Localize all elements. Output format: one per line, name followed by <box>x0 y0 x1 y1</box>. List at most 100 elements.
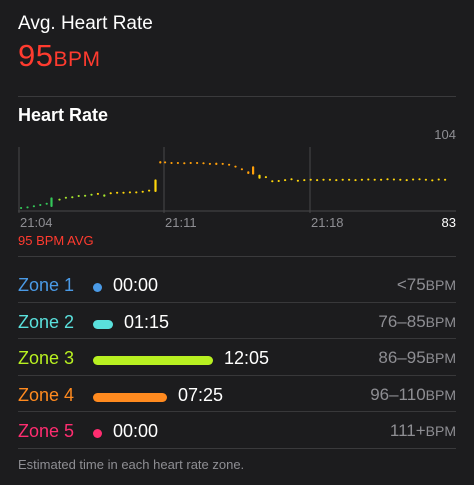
zone-row-5: Zone 5 00:00 111+BPM <box>18 413 456 449</box>
zone-row-3: Zone 3 12:05 86–95BPM <box>18 340 456 376</box>
heart-rate-bar <box>154 179 157 192</box>
heart-rate-bar <box>183 162 186 165</box>
heart-rate-bar <box>202 162 205 165</box>
zone-range-unit: BPM <box>425 423 456 440</box>
zone-range: <75BPM <box>397 275 456 295</box>
zone-row-1: Zone 1 00:00 <75BPM <box>18 267 456 303</box>
zone-dot <box>93 429 102 439</box>
zone-range-unit: BPM <box>425 313 456 330</box>
x-tick-label: 21:11 <box>165 215 197 230</box>
heart-rate-bar <box>77 195 80 197</box>
heart-rate-bar <box>264 176 267 179</box>
heart-rate-bar <box>228 163 231 166</box>
heart-rate-bar <box>386 178 389 181</box>
heart-rate-bar <box>26 206 29 209</box>
avg-note: 95 BPM AVG <box>18 233 94 248</box>
avg-heart-rate-unit: BPM <box>53 48 101 71</box>
zone-range-value: <75 <box>396 275 426 294</box>
heart-rate-bar <box>437 178 440 181</box>
zone-row-separator <box>18 411 456 413</box>
zone-range-value: 86–95 <box>378 348 426 368</box>
heart-rate-bar <box>303 179 306 182</box>
heart-rate-bar <box>444 178 447 181</box>
zone-range-value: 76–85 <box>378 311 426 331</box>
heart-rate-bar <box>135 191 138 194</box>
heart-rate-bar <box>240 168 243 171</box>
zone-time: 12:05 <box>224 348 270 369</box>
heart-rate-bar <box>399 178 402 181</box>
heart-rate-bar <box>296 179 299 182</box>
heart-rate-bar <box>271 180 274 183</box>
zone-time: 00:00 <box>113 421 159 442</box>
zone-range-unit: BPM <box>425 277 456 293</box>
heart-rate-bar <box>247 171 250 174</box>
heart-rate-bar <box>20 207 23 209</box>
heart-rate-bar <box>431 179 434 182</box>
heart-rate-bar <box>39 204 42 206</box>
heart-rate-chart: 21:04 21:11 21:18 104 83 <box>18 127 456 230</box>
heart-rate-bar <box>328 178 331 181</box>
heart-rate-bar <box>341 178 344 181</box>
heart-rate-bar <box>90 193 93 196</box>
heart-rate-bar <box>424 178 427 181</box>
heart-rate-bar <box>71 196 74 199</box>
heart-rate-bar <box>45 202 48 205</box>
heart-rate-bar <box>234 165 237 168</box>
heart-rate-bar <box>50 197 53 207</box>
zone-range-unit: BPM <box>425 350 456 367</box>
zones-bottom-divider <box>18 448 456 449</box>
heart-rate-bar <box>189 162 192 164</box>
heart-rate-bar <box>418 178 421 181</box>
heart-rate-bar <box>208 162 211 165</box>
heart-rate-bar <box>196 162 199 164</box>
heart-rate-bar <box>96 192 99 195</box>
heart-rate-bar <box>284 179 287 182</box>
zone-time: 00:00 <box>113 275 159 295</box>
heart-rate-bar <box>405 179 408 182</box>
zones-top-divider <box>18 256 456 257</box>
zone-time-bar <box>93 319 113 329</box>
zone-name: Zone 4 <box>18 384 75 405</box>
heart-rate-bar <box>277 180 280 182</box>
heart-rate-bar <box>348 178 351 181</box>
heart-rate-bar <box>252 166 255 175</box>
zone-range-value: 96–110 <box>370 384 426 404</box>
heart-rate-bar <box>58 198 61 201</box>
heart-rate-bar <box>122 191 125 194</box>
zone-range-unit: BPM <box>425 386 456 403</box>
zone-time: 01:15 <box>124 311 170 332</box>
heart-rate-bar <box>290 178 293 181</box>
zone-name: Zone 2 <box>18 311 75 332</box>
x-tick-label: 21:04 <box>20 215 53 230</box>
heart-rate-bar <box>128 191 131 194</box>
heart-rate-bar <box>103 194 106 197</box>
heart-rate-bar <box>335 179 338 182</box>
heart-rate-bar <box>221 162 224 165</box>
heart-rate-bar <box>176 162 179 164</box>
heart-rate-bar <box>380 178 383 181</box>
heart-rate-bar <box>116 191 119 194</box>
zone-row-separator <box>18 338 456 340</box>
avg-heart-rate-value: 95BPM <box>18 38 101 74</box>
heart-rate-bar <box>164 161 167 164</box>
zone-row-2: Zone 2 01:15 76–85BPM <box>18 304 456 340</box>
heart-rate-bar <box>215 162 218 165</box>
avg-heart-rate-number: 95 <box>18 38 54 73</box>
zone-time-bar <box>93 392 167 402</box>
zone-row-separator <box>18 301 456 303</box>
heart-rate-bar <box>373 178 376 181</box>
heart-rate-bar <box>84 194 87 197</box>
heart-rate-bar <box>392 178 395 181</box>
zone-dot <box>93 283 102 292</box>
heart-rate-bar <box>148 189 151 192</box>
heart-rate-bar <box>367 178 370 181</box>
zone-row-4: Zone 4 07:25 96–110BPM <box>18 377 456 413</box>
heart-rate-bar <box>159 161 162 164</box>
heart-rate-bar <box>109 192 112 195</box>
zone-name: Zone 5 <box>18 421 75 442</box>
heart-rate-bar <box>32 205 35 208</box>
heart-rate-title: Heart Rate <box>18 105 109 125</box>
heart-rate-bar <box>360 178 363 181</box>
heart-rate-bar <box>354 179 357 182</box>
y-tick-label-top: 104 <box>434 127 456 142</box>
